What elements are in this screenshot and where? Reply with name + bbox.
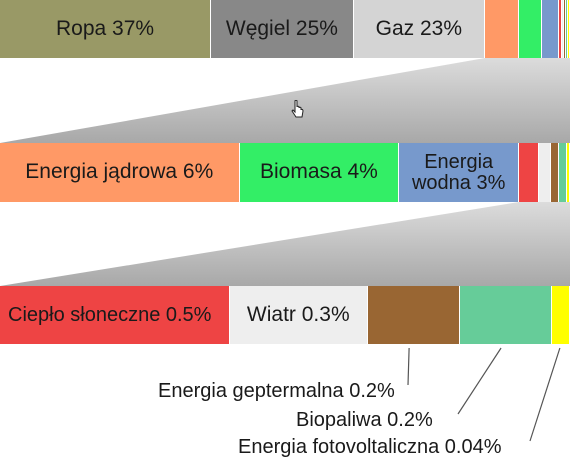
callout-leader-biofuels — [457, 347, 502, 415]
bar-segment-l3-1: Ciepło słoneczne 0.5% — [0, 286, 230, 344]
bar-segment-l2-5 — [539, 143, 552, 202]
callout-leader-photovoltaic — [529, 347, 561, 442]
callout-leader-geothermal — [407, 347, 410, 386]
bar-segment-l3-4 — [459, 286, 552, 344]
bar-segment-l2-7 — [559, 143, 567, 202]
bar-segment-l1-1: Ropa 37% — [0, 0, 212, 58]
bar-segment-l2-2: Biomasa 4% — [239, 143, 400, 202]
bar-segment-l3-3 — [367, 286, 460, 344]
callout-label-photovoltaic: Energia fotovoltaliczna 0.04% — [238, 436, 502, 458]
bar-segment-l1-6 — [542, 0, 560, 58]
bar-segment-l1-4 — [484, 0, 520, 58]
bar-segment-l1-10 — [566, 0, 568, 58]
bar-segment-l2-1: Energia jądrowa 6% — [0, 143, 240, 202]
bar-segment-l1-5 — [519, 0, 543, 58]
bar-segment-l2-4 — [519, 143, 540, 202]
zoom-fan-level-2 — [0, 202, 570, 286]
bar-segment-l2-6 — [551, 143, 559, 202]
callout-label-biofuels: Biopaliwa 0.2% — [296, 409, 433, 431]
mouse-pointer-icon — [291, 100, 304, 118]
bar-segment-l1-8 — [562, 0, 564, 58]
bar-segment-l1-2: Węgiel 25% — [211, 0, 354, 58]
bar-segment-l1-7 — [559, 0, 562, 58]
bar-segment-l1-3: Gaz 23% — [353, 0, 485, 58]
bar-segment-l3-5 — [551, 286, 570, 344]
bar-segment-l1-9 — [564, 0, 566, 58]
bar-segment-l3-2: Wiatr 0.3% — [229, 286, 368, 344]
bar-segment-l2-3: Energia wodna 3% — [399, 143, 520, 202]
callout-label-geothermal: Energia geptermalna 0.2% — [158, 380, 395, 402]
zoom-fan-level-1 — [0, 58, 570, 143]
